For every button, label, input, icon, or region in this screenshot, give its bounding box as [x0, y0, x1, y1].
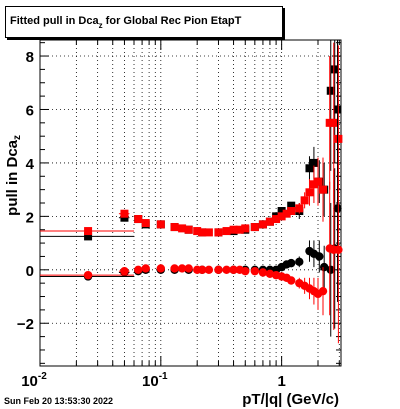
y-tick-label: 2 [26, 209, 34, 226]
data-point-square [272, 215, 281, 224]
data-point-square [170, 223, 179, 232]
data-point-square [305, 164, 314, 173]
data-point-square [277, 212, 286, 221]
data-point-square [314, 177, 323, 186]
y-tick-label: 0 [26, 263, 34, 280]
data-point-square [282, 209, 291, 218]
data-point-circle [334, 245, 343, 254]
data-point-square [178, 224, 187, 233]
data-point-square [84, 227, 93, 236]
data-point-square [300, 196, 309, 205]
data-point-circle [222, 265, 231, 275]
data-point-square [287, 201, 296, 210]
data-point-circle [229, 265, 238, 275]
data-point-square [333, 105, 342, 114]
data-point-square [250, 223, 259, 232]
data-point-circle [170, 264, 179, 273]
y-tick-label: 4 [26, 156, 35, 173]
data-point-square [295, 204, 304, 213]
data-point-circle [197, 265, 207, 275]
data-point-square [214, 228, 223, 237]
data-point-square [305, 188, 314, 197]
plot-frame [39, 39, 342, 367]
data-point-circle [318, 286, 328, 296]
data-point-circle [120, 266, 129, 276]
data-point-circle [184, 264, 193, 273]
data-point-square [241, 224, 250, 233]
red-circle-series [40, 156, 343, 344]
datestamp: Sun Feb 20 13:53:30 2022 [4, 396, 114, 406]
data-point-square [287, 207, 296, 216]
data-point-circle [333, 204, 342, 213]
data-point-square [334, 134, 343, 143]
y-tick-label: 6 [26, 102, 34, 119]
data-point-circle [319, 262, 329, 272]
data-point-circle [156, 264, 166, 273]
y-axis-label: pull in Dcaz [4, 135, 23, 216]
y-tick-label: −2 [17, 316, 34, 333]
data-point-square [277, 207, 286, 216]
data-point-square [319, 185, 328, 194]
data-point-circle [141, 264, 150, 273]
data-point-square [204, 228, 213, 237]
x-tick-labels: 10-2 10-1 1 [21, 371, 286, 390]
data-point-square [229, 225, 238, 234]
data-point-square [325, 118, 334, 127]
data-point-circle [295, 257, 304, 266]
title-box: Fitted pull in Dcaz for Global Rec Pion … [5, 6, 283, 38]
data-point-square [258, 220, 267, 229]
data-point-circle [214, 265, 223, 275]
data-point-square [222, 227, 231, 236]
data-point-circle [241, 266, 250, 276]
data-point-square [265, 217, 274, 226]
data-point-square [184, 225, 193, 234]
data-point-circle [83, 270, 93, 280]
data-point-square [156, 220, 165, 229]
y-tick-label: 8 [26, 49, 34, 66]
data-point-square [120, 209, 129, 218]
data-point-circle [177, 264, 187, 273]
data-point-circle [315, 252, 324, 261]
data-point-square [235, 225, 244, 234]
data-point-square [120, 213, 129, 222]
data-point-square [84, 232, 93, 241]
data-point-circle [258, 268, 268, 277]
data-point-square [329, 118, 338, 127]
data-point-circle [250, 266, 260, 276]
y-tick-labels: −2 0 2 4 6 8 [17, 49, 35, 333]
data-point-square [309, 180, 318, 189]
data-point-circle [134, 265, 143, 275]
data-series [40, 40, 343, 344]
x-tick-label: 10-1 [142, 371, 168, 390]
chart-title: Fitted pull in Dcaz for Global Rec Pion … [10, 15, 242, 30]
data-point-square [326, 86, 335, 95]
data-point-square [141, 219, 150, 228]
data-point-square [134, 215, 143, 224]
data-point-square [198, 228, 207, 237]
data-point-square [309, 158, 318, 167]
data-point-square [193, 227, 202, 236]
x-axis-label: pT/|q| (GeV/c) [242, 391, 339, 408]
data-point-circle [204, 265, 214, 275]
data-point-square [330, 65, 339, 74]
x-tick-label: 10-2 [21, 371, 47, 390]
data-point-circle [326, 265, 335, 275]
x-tick-label: 1 [277, 373, 285, 390]
data-point-circle [287, 258, 296, 268]
data-point-circle [287, 276, 296, 285]
